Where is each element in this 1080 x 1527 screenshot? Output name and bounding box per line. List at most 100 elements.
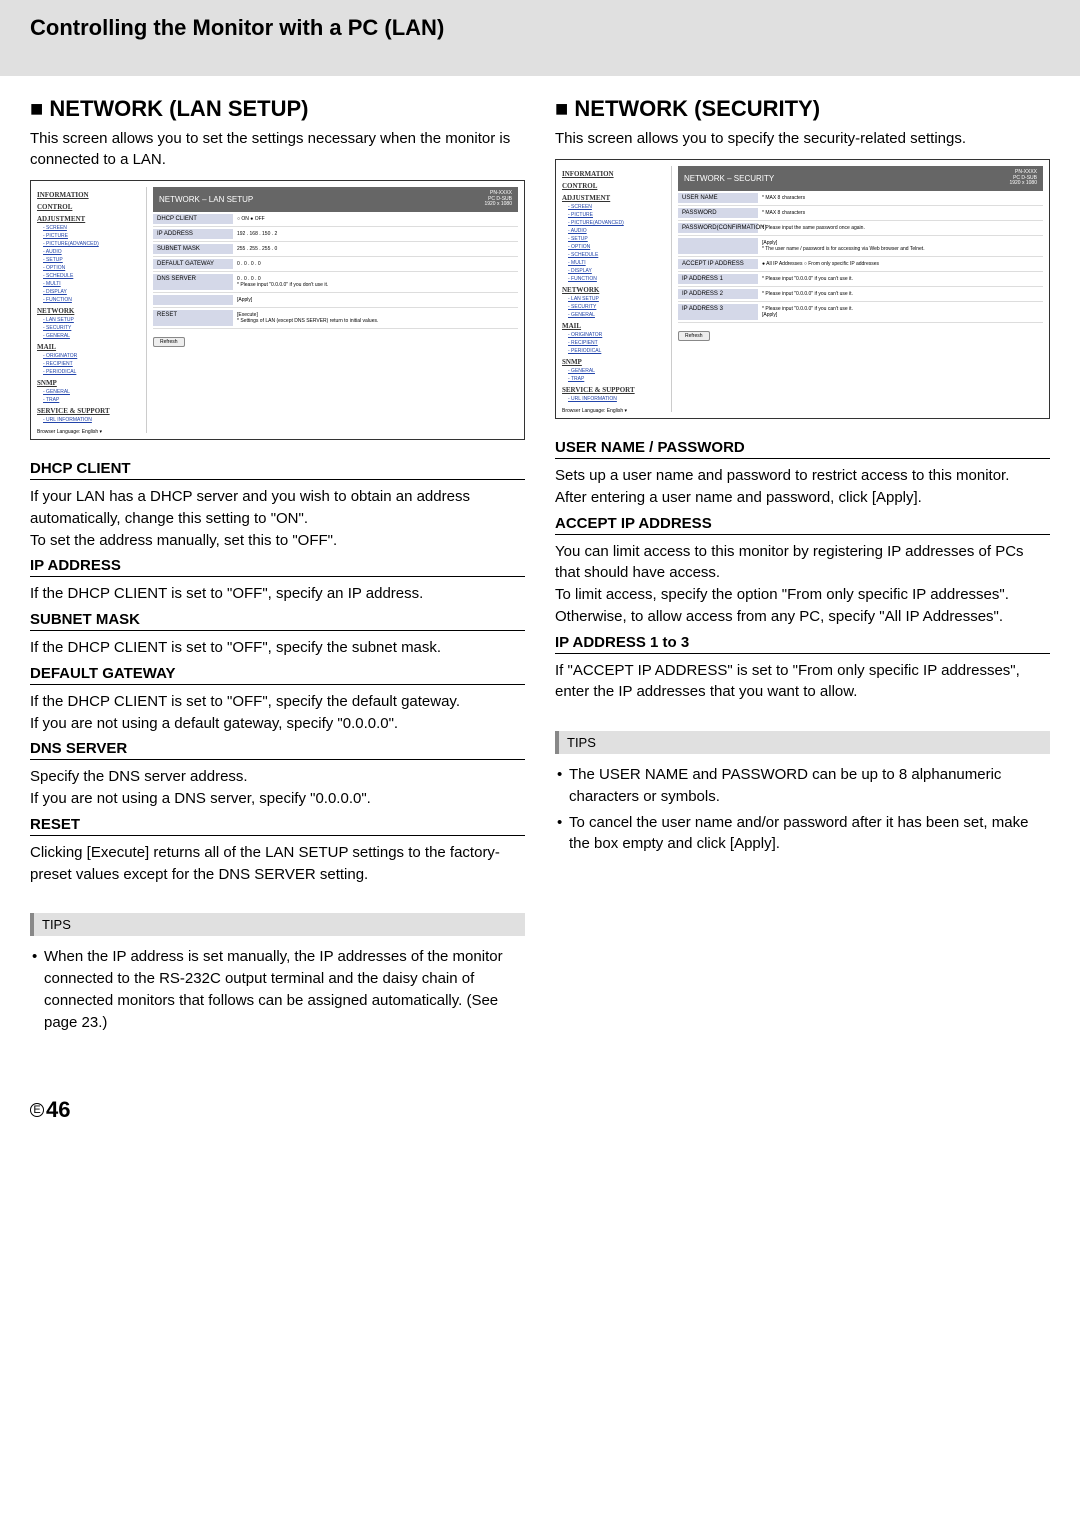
sidebar-group[interactable]: SNMP [562,358,667,366]
page-header: Controlling the Monitor with a PC (LAN) [0,0,1080,76]
screenshot-security: INFORMATION CONTROL ADJUSTMENT - SCREEN - PI… [555,159,1050,419]
sidebar-item[interactable]: - LAN SETUP [43,317,142,323]
screenshot-main-panel: NETWORK – SECURITY PN-XXXX PC D-SUB 1920… [672,166,1043,412]
config-value: * Please input "0.0.0.0" if you can't us… [758,274,1043,284]
sidebar-group[interactable]: SNMP [37,379,142,387]
sidebar-item[interactable]: - TRAP [568,376,667,382]
config-value: 0 . 0 . 0 . 0 [233,259,518,269]
sidebar-item[interactable]: - SCREEN [43,225,142,231]
panel-title: NETWORK – LAN SETUP [159,195,253,204]
body-text: If the DHCP CLIENT is set to "OFF", spec… [30,637,525,659]
config-label: IP ADDRESS 3 [678,304,758,320]
section-heading-security: NETWORK (SECURITY) [555,96,1050,122]
sidebar-item[interactable]: - PICTURE [43,233,142,239]
config-row: [Apply] * The user name / password is fo… [678,236,1043,257]
language-selector[interactable]: Browser Language: English ▾ [562,408,667,414]
sidebar-item[interactable]: - RECIPIENT [43,361,142,367]
sidebar-item[interactable]: - DISPLAY [568,268,667,274]
sidebar-item[interactable]: - PERIODICAL [568,348,667,354]
sidebar-group[interactable]: MAIL [37,343,142,351]
body-text: If the DHCP CLIENT is set to "OFF", spec… [30,691,525,735]
sidebar-item[interactable]: - DISPLAY [43,289,142,295]
sidebar-item[interactable]: - TRAP [43,397,142,403]
config-row: PASSWORD(CONFIRMATION)* Please input the… [678,221,1043,236]
sidebar-item[interactable]: - SCHEDULE [43,273,142,279]
sidebar-item[interactable]: - GENERAL [568,312,667,318]
subsection-heading: DHCP CLIENT [30,460,525,480]
sidebar-item[interactable]: - SETUP [568,236,667,242]
sidebar-item[interactable]: - PICTURE(ADVANCED) [568,220,667,226]
config-value: ● All IP Addresses ○ From only specific … [758,259,1043,269]
refresh-button[interactable]: Refresh [678,331,710,341]
subsection-heading: DEFAULT GATEWAY [30,665,525,685]
config-value: 255 . 255 . 255 . 0 [233,244,518,254]
body-text: If the DHCP CLIENT is set to "OFF", spec… [30,583,525,605]
body-text: If "ACCEPT IP ADDRESS" is set to "From o… [555,660,1050,704]
sidebar-item[interactable]: - GENERAL [43,389,142,395]
subsection-heading: RESET [30,816,525,836]
config-row: USER NAME* MAX 8 characters [678,191,1043,206]
sidebar-item[interactable]: - OPTION [568,244,667,250]
sidebar-item[interactable]: - PERIODICAL [43,369,142,375]
sidebar-item[interactable]: - SCHEDULE [568,252,667,258]
sidebar-group[interactable]: NETWORK [562,286,667,294]
intro-text-lan-setup: This screen allows you to set the settin… [30,128,525,170]
sidebar-group[interactable]: CONTROL [562,182,667,190]
config-row: SUBNET MASK255 . 255 . 255 . 0 [153,242,518,257]
subsection-heading: DNS SERVER [30,740,525,760]
sidebar-item[interactable]: - LAN SETUP [568,296,667,302]
body-text: Sets up a user name and password to rest… [555,465,1050,509]
enum-label: E [30,1103,44,1117]
sidebar-item[interactable]: - AUDIO [43,249,142,255]
config-row: IP ADDRESS 2* Please input "0.0.0.0" if … [678,287,1043,302]
device-info: PN-XXXX PC D-SUB 1920 x 1080 [1009,170,1037,187]
subsection-heading: IP ADDRESS 1 to 3 [555,634,1050,654]
sidebar-item[interactable]: - AUDIO [568,228,667,234]
sidebar-item[interactable]: - URL INFORMATION [43,417,142,423]
sidebar-group[interactable]: ADJUSTMENT [37,215,142,223]
sidebar-group[interactable]: ADJUSTMENT [562,194,667,202]
sidebar-item[interactable]: - MULTI [568,260,667,266]
screenshot-sidebar: INFORMATION CONTROL ADJUSTMENT - SCREEN - PI… [37,187,147,433]
config-label: ACCEPT IP ADDRESS [678,259,758,269]
refresh-button[interactable]: Refresh [153,337,185,347]
tips-header: TIPS [555,731,1050,754]
sidebar-item[interactable]: - URL INFORMATION [568,396,667,402]
sidebar-item[interactable]: - PICTURE [568,212,667,218]
config-value: * Please input the same password once ag… [758,223,1043,233]
config-row: RESET[Execute] * Settings of LAN (except… [153,308,518,329]
body-text: Specify the DNS server address. If you a… [30,766,525,810]
tips-header: TIPS [30,913,525,936]
panel-title: NETWORK – SECURITY [684,174,774,183]
config-label: USER NAME [678,193,758,203]
sidebar-item[interactable]: - PICTURE(ADVANCED) [43,241,142,247]
sidebar-item[interactable]: - FUNCTION [568,276,667,282]
sidebar-group[interactable]: INFORMATION [37,191,142,199]
sidebar-item[interactable]: - SETUP [43,257,142,263]
screenshot-main-panel: NETWORK – LAN SETUP PN-XXXX PC D-SUB 192… [147,187,518,433]
body-text: You can limit access to this monitor by … [555,541,1050,628]
subsection-heading: ACCEPT IP ADDRESS [555,515,1050,535]
config-row: IP ADDRESS 3* Please input "0.0.0.0" if … [678,302,1043,323]
sidebar-item[interactable]: - GENERAL [568,368,667,374]
sidebar-item[interactable]: - GENERAL [43,333,142,339]
sidebar-item[interactable]: - ORIGINATOR [43,353,142,359]
sidebar-item[interactable]: - FUNCTION [43,297,142,303]
sidebar-group[interactable]: MAIL [562,322,667,330]
sidebar-item[interactable]: - ORIGINATOR [568,332,667,338]
body-text: Clicking [Execute] returns all of the LA… [30,842,525,886]
sidebar-item[interactable]: - SECURITY [568,304,667,310]
config-value: 192 . 168 . 150 . 2 [233,229,518,239]
sidebar-item[interactable]: - MULTI [43,281,142,287]
sidebar-item[interactable]: - SECURITY [43,325,142,331]
sidebar-group[interactable]: CONTROL [37,203,142,211]
config-label: PASSWORD [678,208,758,218]
sidebar-item[interactable]: - OPTION [43,265,142,271]
sidebar-item[interactable]: - RECIPIENT [568,340,667,346]
sidebar-item[interactable]: - SCREEN [568,204,667,210]
sidebar-group[interactable]: SERVICE & SUPPORT [562,386,667,394]
sidebar-group[interactable]: INFORMATION [562,170,667,178]
sidebar-group[interactable]: SERVICE & SUPPORT [37,407,142,415]
language-selector[interactable]: Browser Language: English ▾ [37,429,142,435]
sidebar-group[interactable]: NETWORK [37,307,142,315]
